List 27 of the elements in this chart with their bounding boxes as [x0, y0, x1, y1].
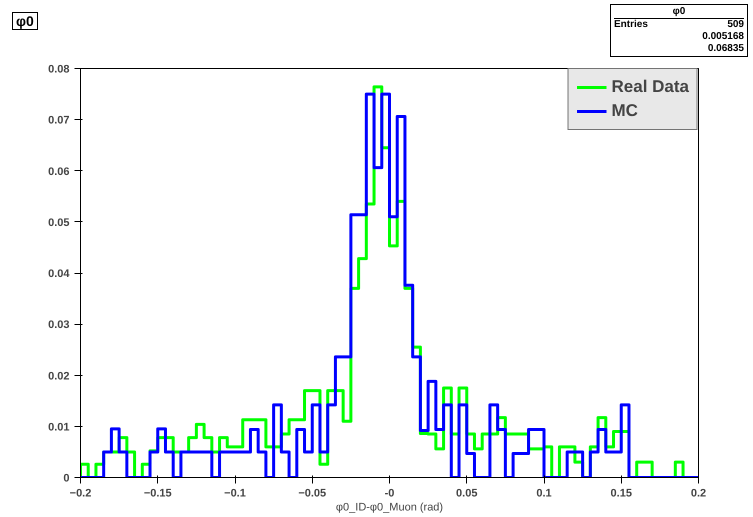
x-tick-label: 0.2 — [690, 488, 706, 500]
text: 0.06835 — [706, 43, 744, 55]
x-tick-label: −0.05 — [298, 488, 326, 500]
text: 0.005168 — [701, 31, 744, 43]
x-tick-label: 0.05 — [456, 488, 478, 500]
text: 509 — [727, 19, 744, 31]
chart-title: φ0 — [12, 12, 38, 30]
x-tick-label: -0 — [384, 488, 394, 500]
x-tick-label: −0.2 — [70, 488, 92, 500]
y-tick-label: 0.02 — [48, 370, 70, 382]
y-tick-label: 0.05 — [48, 216, 70, 229]
text: φ0 — [614, 6, 744, 19]
y-tick-label: 0.04 — [48, 268, 70, 280]
y-tick-label: 0.06 — [48, 166, 70, 178]
y-tick-label: 0 — [63, 472, 70, 484]
x-tick-label: −0.1 — [224, 488, 246, 500]
text: Entries — [614, 19, 648, 31]
y-tick-label: 0.03 — [48, 319, 70, 332]
legend-label: Real Data — [612, 77, 689, 97]
y-tick-label: 0.08 — [48, 64, 70, 76]
x-tick-label: 0.1 — [536, 488, 552, 500]
y-tick-label: 0.07 — [48, 114, 70, 127]
legend-label: MC — [612, 101, 638, 121]
y-tick-label: 0.01 — [48, 421, 70, 434]
x-tick-label: 0.15 — [610, 488, 632, 500]
x-axis-title: φ0_ID-φ0_Muon (rad) — [336, 502, 444, 514]
x-tick-label: −0.15 — [144, 488, 172, 500]
